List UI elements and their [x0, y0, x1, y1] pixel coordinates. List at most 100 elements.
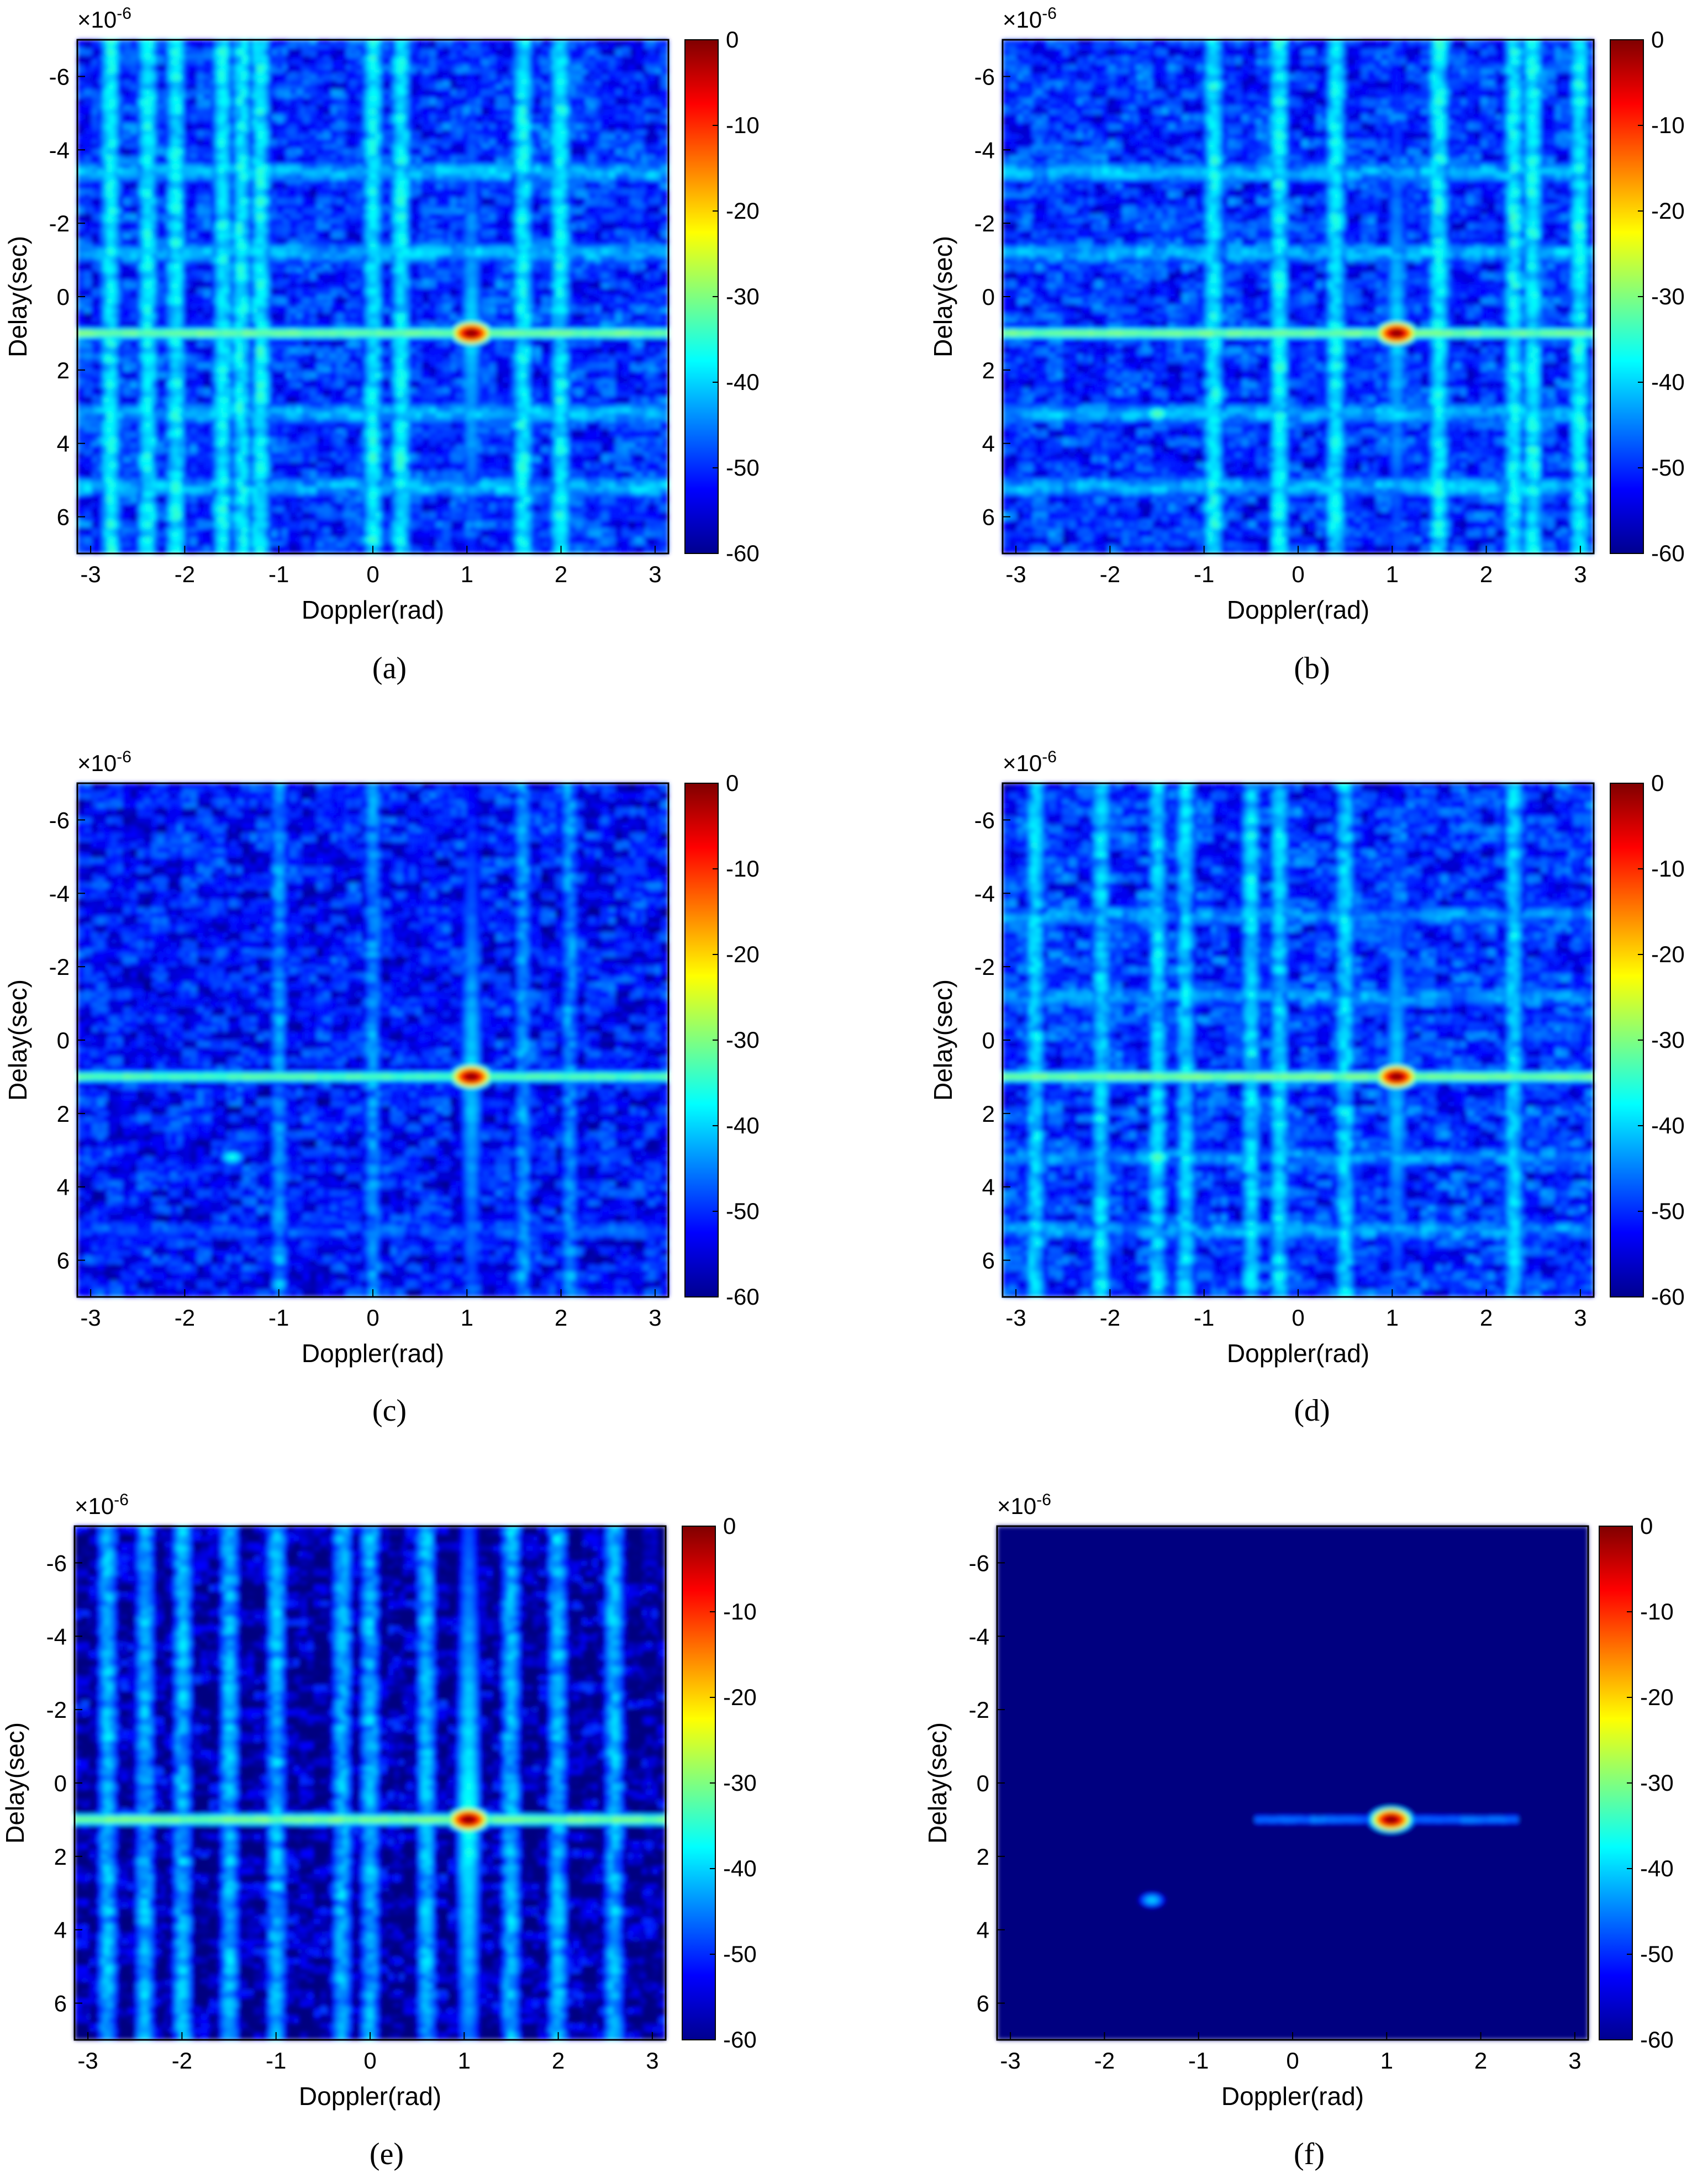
y-tick-label: -4 [974, 137, 995, 163]
y-axis-label: Delay(sec) [923, 1722, 952, 1844]
colorbar-tick-label: -50 [1651, 455, 1685, 481]
x-tick-label: -1 [268, 561, 289, 587]
x-tick-label: -1 [1194, 561, 1214, 587]
y-tick-label: -4 [969, 1623, 989, 1649]
y-tick-label: -4 [974, 880, 995, 906]
colorbar-tick-label: -60 [726, 1284, 760, 1310]
x-axis-label: Doppler(rad) [1221, 2082, 1364, 2111]
panel-a: -3 -2 -1 0 1 2 3-6-4-20246Doppler(rad)Delay(se… [3, 4, 760, 685]
y-tick-label: -2 [974, 954, 995, 980]
colorbar-tick-label: -50 [723, 1941, 757, 1967]
x-tick-label: 3 [1574, 1305, 1586, 1331]
y-tick-label: 6 [57, 504, 70, 530]
x-tick-label: 2 [1474, 2048, 1487, 2074]
y-tick-label: 0 [57, 284, 70, 310]
x-tick-label: 3 [649, 561, 661, 587]
y-axis-label: Delay(sec) [3, 236, 32, 357]
panel-c: -3 -2 -1 0 1 2 3-6-4-20246Doppler(rad)Delay(se… [3, 748, 760, 1428]
colorbar-tick-label: -50 [726, 1198, 760, 1224]
colorbar-tick-label: -60 [1651, 540, 1685, 566]
y-tick-label: 0 [982, 1027, 995, 1053]
colorbar-tick-label: -20 [726, 941, 760, 967]
y-tick-label: 2 [54, 1844, 67, 1870]
y-tick-label: -6 [969, 1550, 989, 1576]
x-tick-label: -2 [175, 561, 195, 587]
colorbar-tick-label: -30 [1640, 1770, 1674, 1796]
x-axis-label: Doppler(rad) [299, 2082, 441, 2111]
x-tick-label: -2 [172, 2048, 192, 2074]
y-tick-label: 4 [57, 1174, 70, 1200]
y-tick-label: 2 [982, 1101, 995, 1127]
x-tick-label: 1 [1386, 561, 1399, 587]
heatmap-image [75, 1526, 666, 2040]
colorbar-tick-label: -60 [726, 540, 760, 566]
y-tick-label: -2 [49, 210, 70, 236]
colorbar-tick-label: -40 [726, 1112, 760, 1138]
y-tick-label: 4 [982, 1174, 995, 1200]
colorbar-tick-label: -60 [1651, 1284, 1685, 1310]
y-tick-label: 0 [57, 1027, 70, 1053]
colorbar-tick-label: -20 [1651, 198, 1685, 224]
x-tick-label: 1 [461, 1305, 473, 1331]
colorbar-tick-label: -10 [726, 112, 760, 138]
panel-caption: (d) [1294, 1394, 1330, 1428]
panel-f: -3 -2 -1 0 1 2 3-6-4-20246Doppler(rad)Delay(se… [923, 1491, 1674, 2171]
colorbar-tick-label: -10 [726, 856, 760, 882]
colorbar-tick-label: -40 [1640, 1855, 1674, 1881]
colorbar-tick-label: -10 [1640, 1599, 1674, 1624]
x-tick-label: 2 [1480, 561, 1493, 587]
x-tick-label: 2 [1480, 1305, 1493, 1331]
y-tick-label: 4 [982, 431, 995, 457]
heatmap-image [77, 783, 668, 1297]
x-tick-label: 3 [649, 1305, 661, 1331]
y-tick-label: -2 [969, 1697, 989, 1723]
x-tick-label: 3 [1568, 2048, 1581, 2074]
x-tick-label: -1 [268, 1305, 289, 1331]
heatmap-image [997, 1526, 1588, 2040]
x-tick-label: 1 [1386, 1305, 1399, 1331]
y-tick-label: -6 [46, 1550, 67, 1576]
y-scale-exponent-label: ×10-6 [1003, 748, 1057, 776]
colorbar-tick-label: 0 [1651, 27, 1664, 52]
colorbar-tick-label: -60 [1640, 2027, 1674, 2053]
panel-caption: (b) [1294, 651, 1330, 685]
y-tick-label: -2 [46, 1697, 67, 1723]
y-tick-label: 6 [54, 1991, 67, 2017]
x-tick-label: -3 [80, 1305, 101, 1331]
heatmap-image [1003, 783, 1594, 1297]
heatmap-image [77, 40, 668, 553]
x-tick-label: -2 [1094, 2048, 1115, 2074]
x-tick-label: 2 [555, 561, 567, 587]
panel-b: -3 -2 -1 0 1 2 3-6-4-20246Doppler(rad)Delay(se… [929, 4, 1685, 685]
y-tick-label: 4 [54, 1917, 67, 1943]
y-tick-label: 0 [54, 1770, 67, 1796]
colorbar-tick-label: 0 [723, 1513, 736, 1539]
x-tick-label: 2 [552, 2048, 565, 2074]
colorbar-tick-label: -50 [1640, 1941, 1674, 1967]
colorbar-tick-label: -40 [1651, 1112, 1685, 1138]
y-tick-label: 0 [982, 284, 995, 310]
x-tick-label: 2 [555, 1305, 567, 1331]
colorbar-tick-label: 0 [1651, 770, 1664, 796]
colorbar-tick-label: -20 [726, 198, 760, 224]
colorbar-tick-label: -30 [726, 1027, 760, 1053]
x-tick-label: -3 [1000, 2048, 1020, 2074]
x-tick-label: 0 [1292, 1305, 1304, 1331]
x-tick-label: -1 [1188, 2048, 1209, 2074]
x-tick-label: -3 [1005, 561, 1026, 587]
x-tick-label: 0 [366, 1305, 379, 1331]
y-tick-label: 2 [982, 357, 995, 383]
y-scale-exponent-label: ×10-6 [77, 748, 131, 776]
heatmap-image [1003, 40, 1594, 553]
colorbar-tick-label: -10 [1651, 112, 1685, 138]
x-tick-label: 0 [363, 2048, 376, 2074]
y-tick-label: 6 [982, 504, 995, 530]
colorbar-tick-label: -10 [723, 1599, 757, 1624]
y-tick-label: 2 [57, 357, 70, 383]
colorbar-tick-label: -20 [1640, 1684, 1674, 1710]
x-tick-label: 0 [1286, 2048, 1299, 2074]
y-tick-label: -2 [974, 210, 995, 236]
x-tick-label: -2 [1100, 1305, 1120, 1331]
panel-d: -3 -2 -1 0 1 2 3-6-4-20246Doppler(rad)Delay(se… [929, 748, 1685, 1428]
